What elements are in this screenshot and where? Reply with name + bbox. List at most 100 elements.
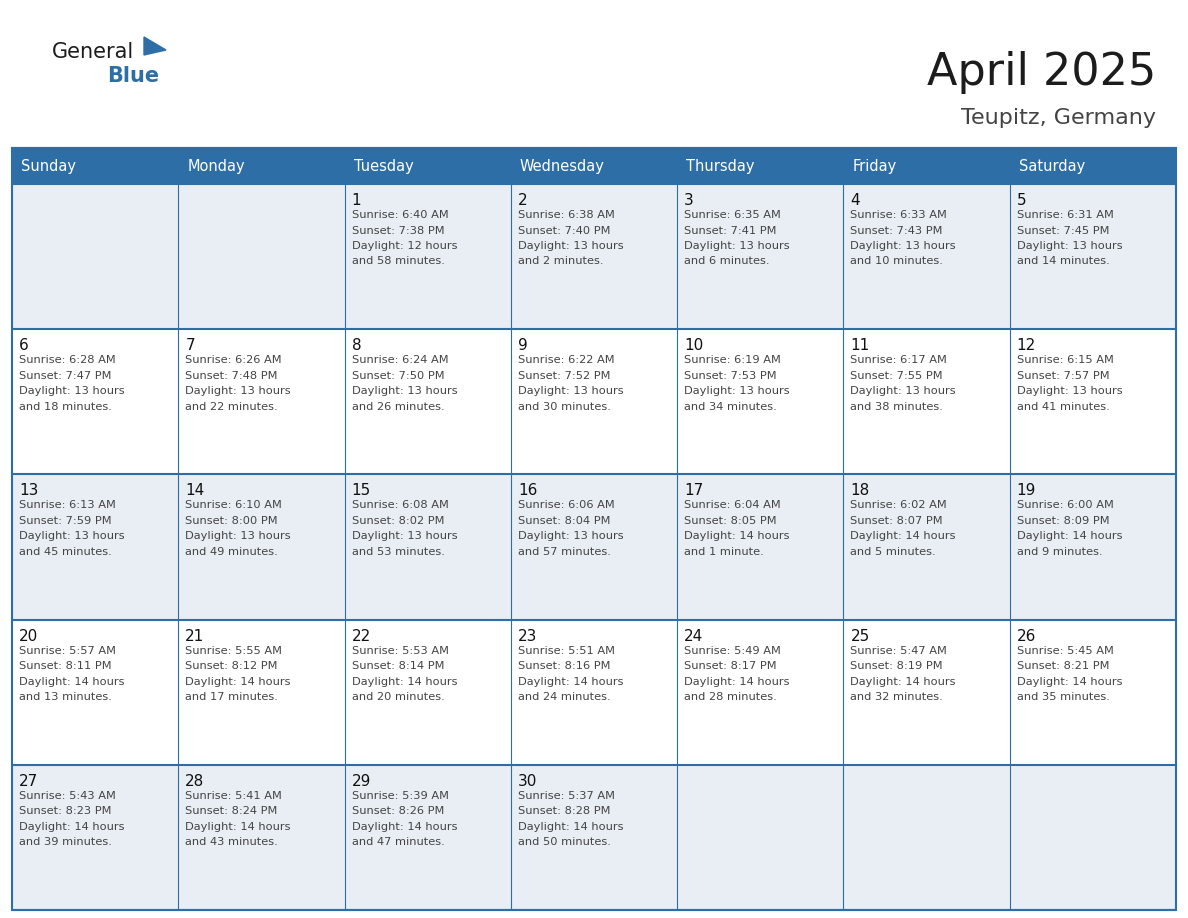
Text: Sunset: 7:40 PM: Sunset: 7:40 PM	[518, 226, 611, 236]
Text: Thursday: Thursday	[687, 159, 754, 174]
Text: and 45 minutes.: and 45 minutes.	[19, 547, 112, 557]
Text: Sunrise: 6:35 AM: Sunrise: 6:35 AM	[684, 210, 781, 220]
Text: 15: 15	[352, 484, 371, 498]
Text: Sunset: 8:07 PM: Sunset: 8:07 PM	[851, 516, 943, 526]
Text: Daylight: 14 hours: Daylight: 14 hours	[352, 677, 457, 687]
Text: 19: 19	[1017, 484, 1036, 498]
Text: Sunset: 8:00 PM: Sunset: 8:00 PM	[185, 516, 278, 526]
Text: Sunset: 8:19 PM: Sunset: 8:19 PM	[851, 661, 943, 671]
Text: Sunset: 8:04 PM: Sunset: 8:04 PM	[518, 516, 611, 526]
Text: and 41 minutes.: and 41 minutes.	[1017, 402, 1110, 411]
Text: Daylight: 13 hours: Daylight: 13 hours	[518, 241, 624, 251]
Text: 7: 7	[185, 338, 195, 353]
Bar	[677, 330, 843, 475]
Text: 24: 24	[684, 629, 703, 644]
Text: Daylight: 14 hours: Daylight: 14 hours	[851, 532, 956, 542]
Text: Daylight: 14 hours: Daylight: 14 hours	[518, 822, 624, 832]
Text: Sunrise: 5:55 AM: Sunrise: 5:55 AM	[185, 645, 283, 655]
Bar	[511, 184, 677, 330]
Bar	[345, 765, 511, 910]
Text: and 20 minutes.: and 20 minutes.	[352, 692, 444, 702]
Bar	[843, 475, 1010, 620]
Text: and 17 minutes.: and 17 minutes.	[185, 692, 278, 702]
Text: 3: 3	[684, 193, 694, 208]
Bar	[178, 148, 345, 184]
Text: April 2025: April 2025	[927, 50, 1156, 94]
Text: Daylight: 13 hours: Daylight: 13 hours	[684, 241, 790, 251]
Bar	[178, 184, 345, 330]
Text: Sunrise: 5:53 AM: Sunrise: 5:53 AM	[352, 645, 449, 655]
Text: 8: 8	[352, 338, 361, 353]
Text: Sunset: 7:59 PM: Sunset: 7:59 PM	[19, 516, 112, 526]
Bar	[511, 330, 677, 475]
Text: Tuesday: Tuesday	[354, 159, 413, 174]
Text: Sunset: 8:23 PM: Sunset: 8:23 PM	[19, 806, 112, 816]
Text: Sunrise: 5:43 AM: Sunrise: 5:43 AM	[19, 790, 116, 800]
Text: Sunrise: 6:28 AM: Sunrise: 6:28 AM	[19, 355, 115, 365]
Text: and 58 minutes.: and 58 minutes.	[352, 256, 444, 266]
Text: 13: 13	[19, 484, 38, 498]
Text: Daylight: 13 hours: Daylight: 13 hours	[684, 386, 790, 397]
Text: Sunrise: 5:39 AM: Sunrise: 5:39 AM	[352, 790, 449, 800]
Text: and 18 minutes.: and 18 minutes.	[19, 402, 112, 411]
Text: 14: 14	[185, 484, 204, 498]
Text: Sunset: 8:09 PM: Sunset: 8:09 PM	[1017, 516, 1110, 526]
Text: Sunset: 8:17 PM: Sunset: 8:17 PM	[684, 661, 777, 671]
Text: Sunset: 8:28 PM: Sunset: 8:28 PM	[518, 806, 611, 816]
Text: Sunset: 7:57 PM: Sunset: 7:57 PM	[1017, 371, 1110, 381]
Bar	[511, 475, 677, 620]
Text: Sunset: 8:05 PM: Sunset: 8:05 PM	[684, 516, 777, 526]
Bar	[12, 765, 178, 910]
Text: Daylight: 14 hours: Daylight: 14 hours	[185, 822, 291, 832]
Bar	[677, 475, 843, 620]
Text: 26: 26	[1017, 629, 1036, 644]
Bar	[178, 475, 345, 620]
Text: Sunrise: 6:24 AM: Sunrise: 6:24 AM	[352, 355, 448, 365]
Text: Daylight: 13 hours: Daylight: 13 hours	[518, 532, 624, 542]
Text: Daylight: 14 hours: Daylight: 14 hours	[851, 677, 956, 687]
Bar	[843, 620, 1010, 765]
Text: and 5 minutes.: and 5 minutes.	[851, 547, 936, 557]
Bar	[12, 148, 178, 184]
Bar	[511, 620, 677, 765]
Text: Sunrise: 6:31 AM: Sunrise: 6:31 AM	[1017, 210, 1113, 220]
Bar	[345, 620, 511, 765]
Text: Sunrise: 6:06 AM: Sunrise: 6:06 AM	[518, 500, 614, 510]
Text: Sunrise: 6:40 AM: Sunrise: 6:40 AM	[352, 210, 448, 220]
Text: Sunset: 8:24 PM: Sunset: 8:24 PM	[185, 806, 278, 816]
Bar	[677, 765, 843, 910]
Text: Daylight: 14 hours: Daylight: 14 hours	[19, 822, 125, 832]
Text: 29: 29	[352, 774, 371, 789]
Text: Daylight: 13 hours: Daylight: 13 hours	[1017, 241, 1123, 251]
Text: Sunset: 7:47 PM: Sunset: 7:47 PM	[19, 371, 112, 381]
Text: 30: 30	[518, 774, 537, 789]
Text: Daylight: 14 hours: Daylight: 14 hours	[19, 677, 125, 687]
Text: and 57 minutes.: and 57 minutes.	[518, 547, 611, 557]
Text: 18: 18	[851, 484, 870, 498]
Text: 2: 2	[518, 193, 527, 208]
Text: Sunrise: 5:47 AM: Sunrise: 5:47 AM	[851, 645, 947, 655]
Text: and 35 minutes.: and 35 minutes.	[1017, 692, 1110, 702]
Text: Sunset: 8:26 PM: Sunset: 8:26 PM	[352, 806, 444, 816]
Text: Sunset: 7:38 PM: Sunset: 7:38 PM	[352, 226, 444, 236]
Text: and 9 minutes.: and 9 minutes.	[1017, 547, 1102, 557]
Text: 10: 10	[684, 338, 703, 353]
Text: 11: 11	[851, 338, 870, 353]
Bar	[345, 330, 511, 475]
Bar	[511, 148, 677, 184]
Text: and 6 minutes.: and 6 minutes.	[684, 256, 770, 266]
Text: Sunrise: 6:10 AM: Sunrise: 6:10 AM	[185, 500, 283, 510]
Bar	[12, 620, 178, 765]
Bar	[1010, 148, 1176, 184]
Bar	[178, 330, 345, 475]
Text: Daylight: 13 hours: Daylight: 13 hours	[518, 386, 624, 397]
Text: 4: 4	[851, 193, 860, 208]
Polygon shape	[144, 37, 166, 55]
Text: and 28 minutes.: and 28 minutes.	[684, 692, 777, 702]
Text: Sunrise: 6:02 AM: Sunrise: 6:02 AM	[851, 500, 947, 510]
Text: and 53 minutes.: and 53 minutes.	[352, 547, 444, 557]
Text: and 50 minutes.: and 50 minutes.	[518, 837, 611, 847]
Text: Sunrise: 5:51 AM: Sunrise: 5:51 AM	[518, 645, 615, 655]
Text: and 14 minutes.: and 14 minutes.	[1017, 256, 1110, 266]
Text: and 2 minutes.: and 2 minutes.	[518, 256, 604, 266]
